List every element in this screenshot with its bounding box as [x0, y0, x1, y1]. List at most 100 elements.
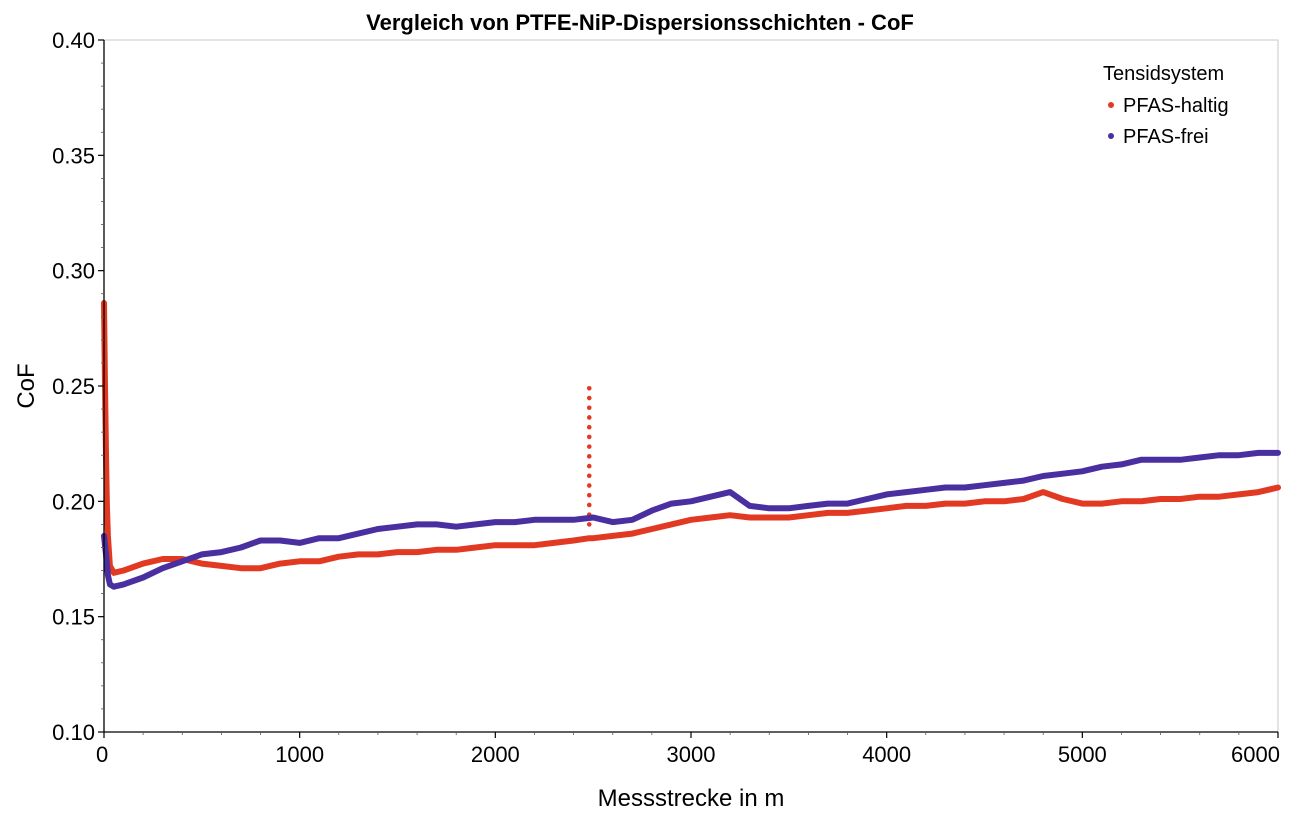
data-point — [1001, 499, 1007, 504]
data-point — [103, 552, 109, 557]
data-point — [590, 515, 596, 520]
data-point — [317, 536, 322, 541]
data-point — [1217, 453, 1222, 458]
data-point — [1119, 462, 1124, 467]
data-point — [473, 545, 478, 550]
data-point — [688, 517, 694, 522]
data-point — [884, 492, 889, 497]
data-point — [1080, 469, 1085, 474]
data-point — [1099, 464, 1105, 469]
data-point — [786, 506, 792, 511]
data-point — [219, 563, 224, 569]
data-point — [982, 499, 987, 504]
legend-label: PFAS-haltig — [1123, 95, 1229, 117]
data-point — [111, 584, 116, 589]
data-point — [1256, 450, 1261, 456]
data-point — [708, 494, 713, 499]
data-point — [1021, 478, 1026, 483]
data-point — [454, 524, 459, 529]
data-point — [414, 522, 420, 527]
data-point — [1060, 471, 1065, 476]
data-point — [277, 538, 283, 543]
data-point — [962, 501, 968, 506]
data-point — [1275, 450, 1281, 456]
data-point — [649, 526, 655, 532]
data-point — [825, 510, 831, 516]
data-point — [1138, 499, 1144, 504]
data-point — [982, 482, 987, 488]
data-point — [649, 508, 655, 513]
data-point — [1158, 457, 1163, 463]
legend-marker — [1108, 133, 1114, 139]
x-tick-label: 4000 — [862, 742, 911, 767]
y-tick-label: 0.40 — [52, 28, 95, 53]
series-pfas-frei — [101, 449, 1281, 590]
spike-point — [586, 502, 592, 508]
data-point — [532, 542, 537, 548]
data-point — [747, 503, 752, 509]
data-point — [532, 517, 537, 522]
data-point — [1001, 480, 1007, 486]
legend-marker — [1108, 102, 1114, 108]
axes: 0.10 0.15 0.20 0.25 0.30 0.35 0.40 0 1000 2000 300… — [52, 28, 1280, 767]
data-point — [610, 533, 615, 539]
data-point — [590, 536, 596, 541]
series-layer — [101, 300, 1281, 590]
data-point — [845, 501, 850, 506]
data-point — [1119, 499, 1124, 504]
series-pfas-haltig — [101, 300, 1281, 576]
spike-point — [586, 473, 592, 479]
data-point — [317, 559, 322, 564]
data-point — [395, 549, 400, 555]
data-point — [1275, 485, 1281, 490]
y-tick-label: 0.35 — [52, 143, 95, 168]
data-point — [1041, 489, 1046, 495]
data-point — [1138, 457, 1144, 463]
data-point — [571, 517, 576, 522]
data-point — [297, 559, 302, 564]
y-axis-label: CoF — [13, 363, 40, 408]
data-point — [473, 522, 478, 527]
data-point — [884, 506, 889, 511]
x-tick-label: 0 — [96, 742, 108, 767]
data-point — [864, 496, 870, 502]
data-point — [493, 519, 498, 525]
data-point — [512, 519, 518, 525]
data-point — [630, 531, 635, 536]
y-tick-label: 0.10 — [52, 720, 95, 745]
data-point — [864, 508, 870, 513]
data-point — [630, 517, 635, 522]
data-point — [1177, 496, 1183, 502]
data-point — [140, 561, 146, 566]
data-point — [943, 501, 948, 506]
legend-title: Tensidsystem — [1103, 63, 1224, 85]
data-point — [356, 531, 361, 536]
data-point — [375, 552, 381, 557]
data-point — [356, 552, 361, 557]
data-point — [199, 561, 205, 566]
x-tick-label: 5000 — [1058, 742, 1107, 767]
x-tick-label: 1000 — [275, 742, 324, 767]
data-point — [962, 485, 968, 490]
spike-point — [586, 424, 592, 430]
data-point — [727, 512, 733, 518]
data-point — [904, 489, 909, 495]
data-point — [1197, 494, 1202, 499]
spike-point — [586, 415, 592, 420]
data-point — [825, 501, 831, 506]
x-axis-label: Messstrecke in m — [598, 785, 785, 812]
data-point — [493, 542, 498, 548]
y-tick-label: 0.25 — [52, 374, 95, 399]
data-point — [610, 519, 615, 525]
data-point — [1217, 494, 1222, 499]
data-point — [395, 524, 400, 529]
data-point — [1080, 501, 1085, 506]
data-point — [1236, 453, 1242, 458]
spike-point — [586, 395, 592, 401]
data-point — [160, 556, 165, 562]
data-point — [434, 547, 439, 552]
data-point — [1041, 473, 1046, 479]
data-point — [336, 554, 341, 559]
data-point — [806, 503, 811, 509]
